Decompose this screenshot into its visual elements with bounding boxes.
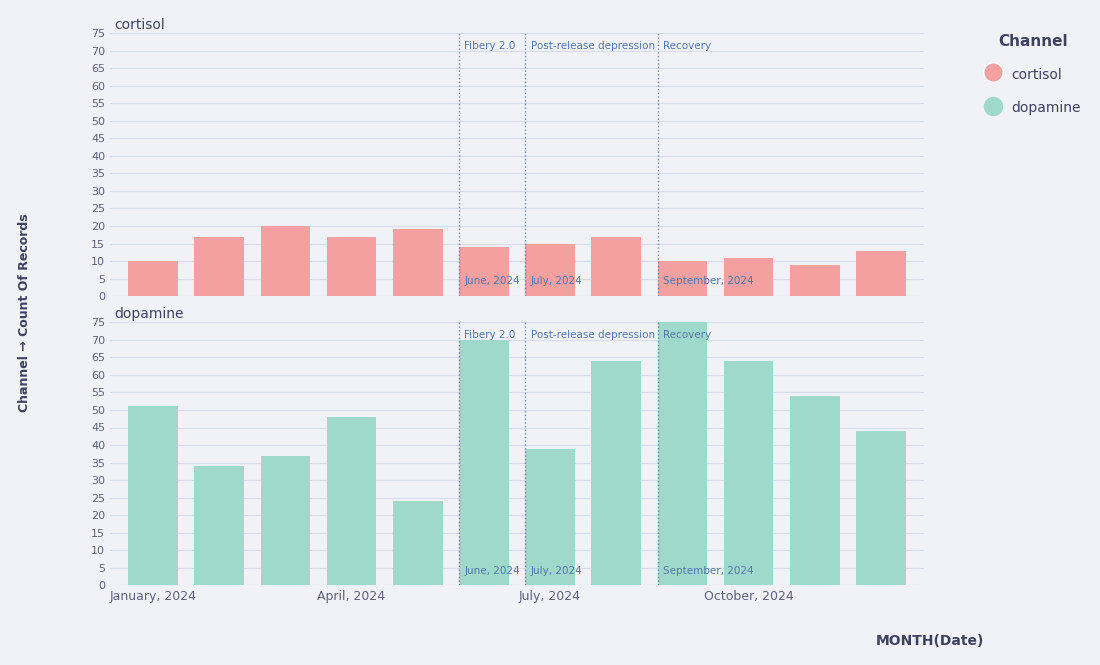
Bar	[790, 396, 839, 585]
Text: Recovery: Recovery	[663, 41, 711, 51]
Bar	[195, 237, 244, 296]
Text: July, 2024: July, 2024	[530, 277, 582, 287]
Bar	[724, 361, 773, 585]
Text: Fibery 2.0: Fibery 2.0	[464, 331, 516, 340]
Text: September, 2024: September, 2024	[663, 277, 754, 287]
Bar	[261, 456, 310, 585]
Bar	[658, 323, 707, 585]
Bar	[658, 261, 707, 296]
Bar	[459, 340, 508, 585]
Bar	[393, 229, 442, 296]
Bar	[856, 431, 905, 585]
Legend: cortisol, dopamine: cortisol, dopamine	[979, 27, 1088, 123]
Text: Fibery 2.0: Fibery 2.0	[464, 41, 516, 51]
Bar	[724, 257, 773, 296]
Text: Post-release depression: Post-release depression	[530, 41, 654, 51]
Bar	[592, 361, 641, 585]
Bar	[261, 226, 310, 296]
Text: Recovery: Recovery	[663, 331, 711, 340]
Bar	[327, 237, 376, 296]
Text: Post-release depression: Post-release depression	[530, 331, 654, 340]
Bar	[592, 237, 641, 296]
Text: Channel → Count Of Records: Channel → Count Of Records	[18, 213, 31, 412]
Text: June, 2024: June, 2024	[464, 565, 520, 576]
Bar	[327, 417, 376, 585]
Text: cortisol: cortisol	[114, 18, 165, 32]
Text: MONTH(Date): MONTH(Date)	[876, 634, 984, 648]
Text: July, 2024: July, 2024	[530, 565, 582, 576]
Bar	[790, 265, 839, 296]
Text: dopamine: dopamine	[114, 307, 184, 321]
Bar	[129, 261, 178, 296]
Bar	[129, 406, 178, 585]
Bar	[195, 466, 244, 585]
Text: September, 2024: September, 2024	[663, 565, 754, 576]
Bar	[526, 243, 575, 296]
Bar	[393, 501, 442, 585]
Bar	[526, 448, 575, 585]
Text: June, 2024: June, 2024	[464, 277, 520, 287]
Bar	[459, 247, 508, 296]
Bar	[856, 251, 905, 296]
